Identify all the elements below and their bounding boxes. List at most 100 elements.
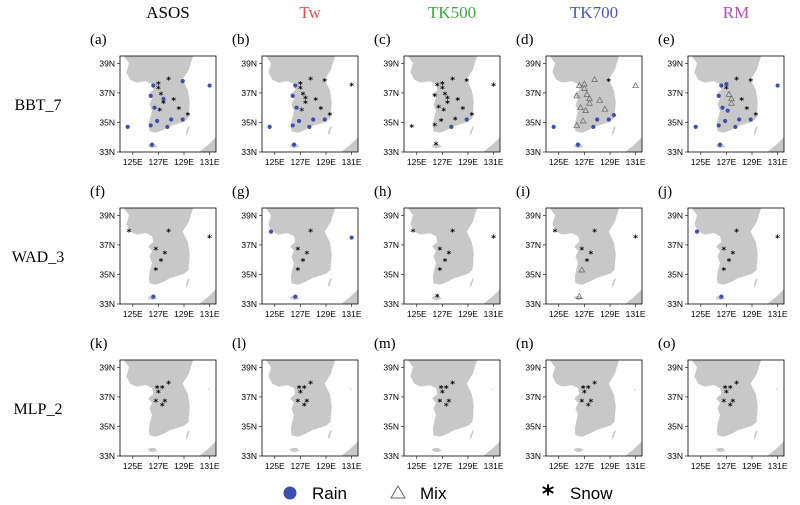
y-tick-label: 37N (99, 392, 115, 402)
snow-marker: * (432, 122, 437, 132)
x-tick-label: 131E (342, 157, 362, 167)
rain-marker (575, 142, 581, 147)
x-tick-label: 125E (123, 157, 143, 167)
column-title-rm: RM (723, 3, 749, 22)
snow-marker: * (734, 76, 739, 86)
snow-marker: * (319, 106, 324, 116)
snow-marker: * (721, 266, 726, 276)
snow-marker: * (461, 106, 466, 116)
snow-marker: * (588, 398, 593, 408)
x-tick-label: 131E (484, 309, 504, 319)
panel-label: (l) (232, 336, 246, 352)
snow-marker: * (445, 95, 450, 105)
land-mass (775, 388, 778, 391)
land-mass (123, 360, 193, 437)
snow-marker: * (455, 97, 460, 107)
x-tick-label: 127E (432, 157, 452, 167)
y-tick-label: 39N (99, 58, 115, 68)
rain-marker (297, 118, 302, 124)
snow-marker: * (606, 78, 611, 88)
y-tick-label: 37N (525, 88, 541, 98)
y-tick-label: 33N (99, 299, 115, 309)
land-mass (329, 441, 358, 456)
land-mass (187, 441, 216, 456)
land-mass (613, 289, 642, 304)
y-tick-label: 37N (383, 88, 399, 98)
rain-marker (551, 124, 556, 129)
land-mass (407, 360, 477, 437)
snow-marker: * (491, 82, 496, 92)
x-tick-label: 131E (342, 461, 362, 471)
snow-marker: * (491, 234, 496, 244)
snow-marker: * (155, 384, 160, 394)
snow-marker: * (185, 111, 190, 121)
panel-label: (g) (232, 184, 250, 200)
x-tick-label: 127E (716, 309, 736, 319)
land-mass (407, 208, 477, 285)
snow-marker: * (469, 111, 474, 121)
mix-marker (583, 90, 591, 97)
y-tick-label: 35N (383, 269, 399, 279)
snow-marker: * (160, 384, 165, 394)
column-title-tw: Tw (299, 3, 321, 22)
x-tick-label: 125E (407, 461, 427, 471)
snow-marker: * (585, 258, 590, 268)
land-mass (611, 278, 616, 288)
column-title-tk700: TK700 (570, 3, 618, 22)
snow-marker: * (745, 106, 750, 116)
y-tick-label: 35N (383, 421, 399, 431)
snow-marker: * (579, 246, 584, 256)
x-tick-label: 125E (691, 309, 711, 319)
snow-marker: * (127, 228, 132, 238)
snow-marker: * (166, 76, 171, 86)
mix-marker (725, 90, 733, 97)
mix-marker (728, 99, 735, 106)
snow-marker: * (586, 384, 591, 394)
land-mass (327, 278, 332, 288)
x-tick-label: 131E (342, 309, 362, 319)
y-tick-label: 35N (525, 269, 541, 279)
x-tick-label: 129E (458, 157, 478, 167)
land-mass (471, 137, 500, 152)
land-mass (407, 56, 477, 133)
x-tick-label: 127E (574, 461, 594, 471)
snow-marker: * (322, 78, 327, 88)
y-tick-label: 33N (525, 451, 541, 461)
x-tick-label: 129E (600, 461, 620, 471)
y-tick-label: 37N (667, 88, 683, 98)
x-tick-label: 127E (432, 461, 452, 471)
snow-marker: * (436, 104, 441, 114)
snow-marker: * (298, 85, 303, 95)
snow-marker: * (295, 398, 300, 408)
snow-marker: * (157, 107, 162, 117)
rain-marker (595, 117, 600, 122)
snow-marker: * (160, 402, 165, 412)
rain-marker (151, 83, 156, 88)
snow-marker: * (162, 398, 167, 408)
land-mass (573, 295, 584, 301)
panel-label: (m) (374, 336, 396, 352)
snow-marker: * (721, 246, 726, 256)
snow-marker: * (586, 402, 591, 412)
snow-marker: * (444, 384, 449, 394)
rain-marker (165, 124, 170, 129)
rain-marker (148, 123, 153, 128)
panel-label: (a) (90, 32, 107, 48)
panel-label: (c) (374, 32, 391, 48)
rain-marker (449, 124, 454, 129)
y-tick-label: 35N (241, 117, 257, 127)
snow-marker: * (313, 97, 318, 107)
map-frame (403, 207, 501, 305)
x-tick-label: 127E (148, 309, 168, 319)
rain-marker (591, 124, 596, 129)
y-tick-label: 39N (241, 210, 257, 220)
land-mass (613, 441, 642, 456)
x-tick-label: 127E (148, 157, 168, 167)
snow-marker: * (730, 398, 735, 408)
land-mass (431, 447, 442, 453)
map-frame (687, 207, 785, 305)
map-frame (545, 55, 643, 153)
map-frame (261, 359, 359, 457)
